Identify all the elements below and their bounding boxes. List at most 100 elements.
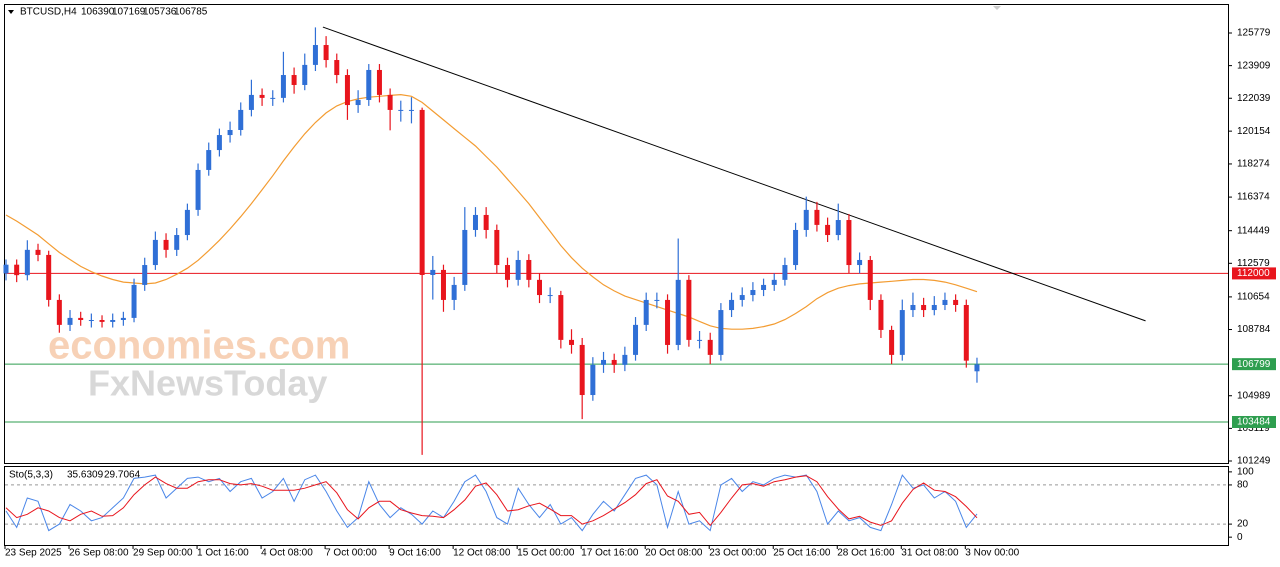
candle-body	[184, 209, 190, 236]
stochastic-main-value: 35.6309	[67, 470, 104, 481]
candle-body	[462, 229, 468, 285]
candle-body	[793, 229, 799, 266]
candle-body	[142, 265, 148, 285]
x-tick-label: 3 Nov 00:00	[965, 548, 1019, 559]
candle-body	[899, 310, 905, 355]
candle-body	[878, 299, 884, 330]
candle-body	[675, 279, 681, 345]
candle-body	[3, 264, 9, 274]
x-tick-label: 17 Oct 16:00	[581, 548, 639, 559]
candle-body	[227, 129, 233, 136]
trendline	[322, 26, 1146, 322]
candle-body	[387, 94, 393, 110]
candle-body	[803, 209, 809, 230]
candle-body	[867, 259, 873, 300]
candle-body	[206, 150, 212, 170]
candle-body	[590, 364, 596, 396]
stochastic-label: Sto(5,3,3)	[9, 470, 53, 481]
candle-body	[174, 235, 180, 250]
candle-body	[408, 109, 414, 111]
last-close: 106785	[174, 7, 208, 18]
candle-body	[440, 269, 446, 300]
candle-body	[24, 249, 30, 276]
stoch-tick-label: 80	[1237, 480, 1249, 491]
candle-body	[46, 254, 52, 300]
y-tick-label: 103119	[1237, 423, 1270, 434]
candle-body	[643, 299, 649, 325]
y-tick-label: 108784	[1237, 324, 1271, 335]
candle-body	[472, 214, 478, 230]
y-tick-label: 120154	[1237, 126, 1271, 137]
candle-body	[633, 324, 639, 355]
candle-body	[238, 109, 244, 130]
y-tick-label: 116374	[1237, 192, 1270, 203]
candle-body	[761, 284, 767, 290]
stoch-tick-label: 0	[1237, 532, 1243, 543]
candle-body	[579, 344, 585, 396]
candle-body	[376, 69, 382, 95]
candle-body	[248, 94, 254, 110]
candle-body	[665, 299, 671, 345]
candle-body	[707, 339, 713, 355]
candle-body	[131, 284, 137, 318]
candle-body	[846, 220, 852, 266]
candle-body	[504, 265, 510, 280]
candle-body	[110, 319, 116, 322]
candle-body	[921, 304, 927, 311]
candle-body	[782, 265, 788, 280]
candle-body	[974, 364, 980, 372]
candle-body	[483, 214, 489, 230]
candle-body	[697, 339, 703, 341]
candle-body	[56, 299, 62, 325]
candle-body	[14, 264, 20, 276]
candle-body	[419, 109, 425, 275]
candle-body	[526, 259, 532, 280]
y-tick-label: 112579	[1237, 258, 1270, 269]
candle-body	[99, 319, 105, 322]
level-label: 106799	[1237, 359, 1271, 370]
y-tick-label: 114449	[1237, 225, 1270, 236]
candle-body	[270, 97, 276, 99]
x-tick-label: 7 Oct 00:00	[325, 548, 377, 559]
y-tick-label: 101249	[1237, 456, 1271, 467]
candle-body	[312, 45, 318, 65]
y-tick-label: 110654	[1237, 292, 1270, 303]
candle-body	[451, 284, 457, 300]
candle-body	[302, 64, 308, 85]
candle-body	[889, 329, 895, 355]
y-tick-label: 104989	[1237, 390, 1271, 401]
level-label: 112000	[1237, 268, 1270, 279]
candle-body	[78, 317, 84, 320]
candle-body	[771, 279, 777, 285]
candle-body	[654, 299, 660, 301]
menu-arrow	[8, 10, 14, 14]
x-tick-label: 15 Oct 00:00	[517, 548, 575, 559]
candle-body	[152, 239, 158, 266]
x-tick-label: 26 Sep 08:00	[69, 548, 129, 559]
candle-body	[601, 359, 607, 365]
x-tick-label: 28 Oct 16:00	[837, 548, 895, 559]
watermark: economies.com	[48, 324, 350, 368]
candle-body	[323, 45, 329, 61]
stochastic-signal	[5, 475, 978, 527]
x-tick-label: 12 Oct 08:00	[453, 548, 511, 559]
level-label-box	[1232, 415, 1276, 428]
x-tick-label: 23 Sep 2025	[5, 548, 62, 559]
candle-body	[494, 229, 500, 266]
stochastic-main	[5, 474, 978, 532]
x-tick-label: 29 Sep 00:00	[133, 548, 193, 559]
candle-body	[931, 304, 937, 311]
candle-body	[398, 109, 404, 111]
price-frame	[4, 4, 1229, 464]
candle-body	[910, 304, 916, 311]
candle-body	[750, 289, 756, 296]
moving-average	[5, 93, 978, 330]
y-tick-label: 125779	[1237, 28, 1271, 39]
last-low: 105736	[143, 7, 177, 18]
candle-body	[35, 249, 41, 255]
candle-body	[120, 317, 126, 320]
last-open: 106390	[81, 7, 115, 18]
candle-body	[718, 310, 724, 355]
watermark: FxNewsToday	[88, 363, 327, 404]
